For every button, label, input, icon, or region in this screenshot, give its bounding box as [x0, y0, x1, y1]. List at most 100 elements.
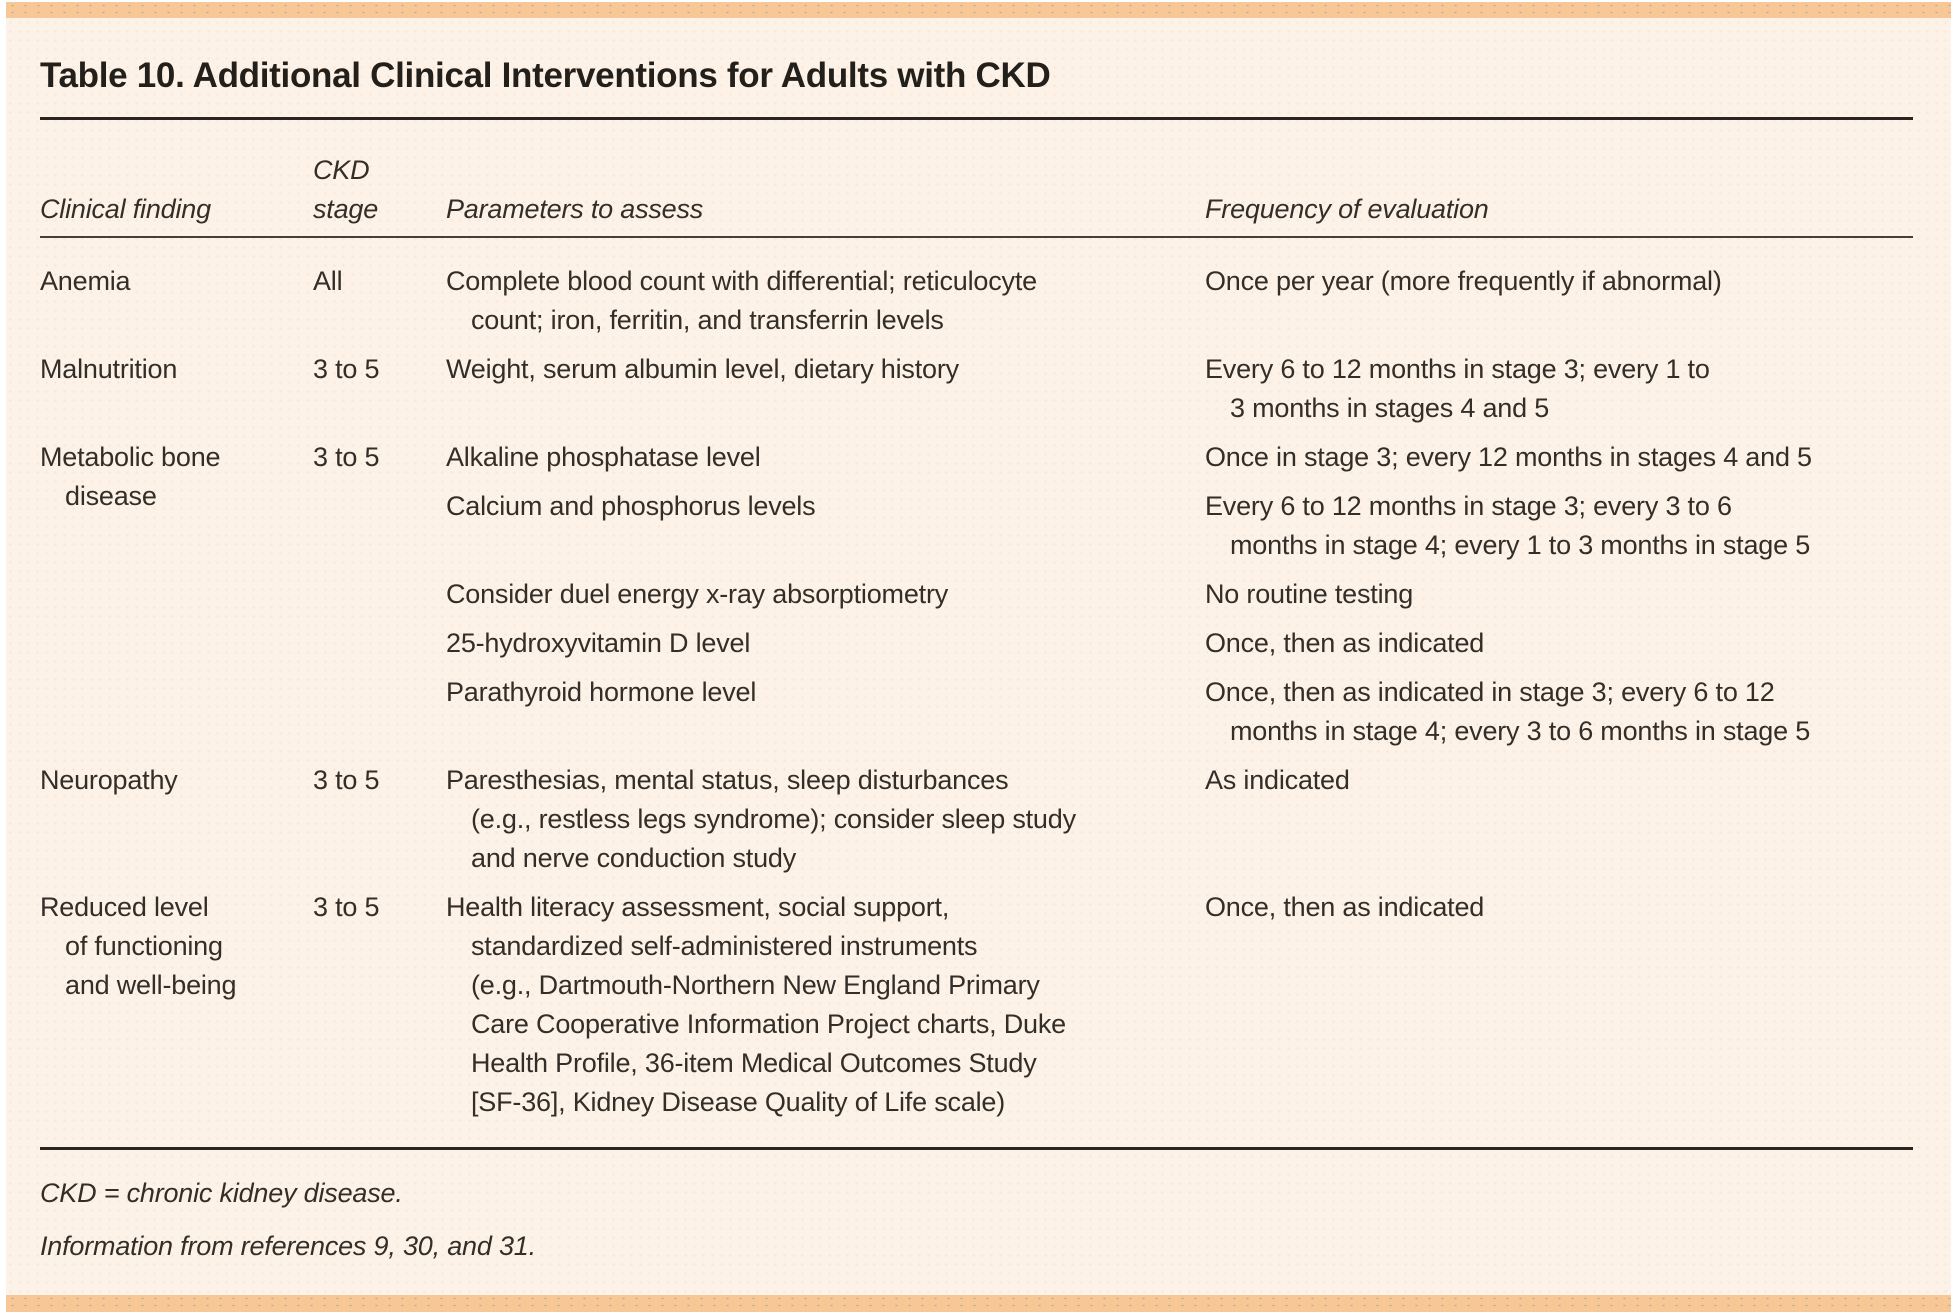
- finding-cell: Anemia: [40, 262, 313, 301]
- stage-cell: 3 to 5: [313, 761, 446, 800]
- stage-cell: 3 to 5: [313, 888, 446, 927]
- table-footnotes: CKD = chronic kidney disease. Informatio…: [40, 1173, 1913, 1266]
- freq-cell: Once, then as indicated: [1205, 888, 1913, 927]
- freq-line: No routine testing: [1205, 579, 1414, 609]
- freq-line: Once, then as indicated in stage 3; ever…: [1205, 677, 1775, 707]
- freq-line: Once per year (more frequently if abnorm…: [1205, 266, 1722, 296]
- parameter-frequency-entry: Paresthesias, mental status, sleep distu…: [446, 761, 1913, 878]
- table-row-metabolic-bone-disease: Metabolic bone disease 3 to 5 Alkaline p…: [40, 438, 1913, 751]
- column-header-label: Clinical finding: [40, 194, 211, 224]
- stage-value: 3 to 5: [313, 765, 380, 795]
- parameter-frequency-entry: Alkaline phosphatase level Once in stage…: [446, 438, 1913, 477]
- column-header-label: stage: [313, 194, 379, 224]
- freq-cell: Once in stage 3; every 12 months in stag…: [1205, 438, 1913, 477]
- table-bottom-rule: [40, 1147, 1913, 1150]
- freq-cell: Once, then as indicated in stage 3; ever…: [1205, 673, 1913, 751]
- finding-line: Reduced level: [40, 892, 209, 922]
- entries-cell: Weight, serum albumin level, dietary his…: [446, 350, 1913, 428]
- freq-line: As indicated: [1205, 765, 1350, 795]
- stage-value: 3 to 5: [313, 442, 380, 472]
- entries-cell: Health literacy assessment, social suppo…: [446, 888, 1913, 1122]
- param-line: (e.g., restless legs syndrome); consider…: [471, 804, 1076, 834]
- params-cell: Complete blood count with differential; …: [446, 262, 1205, 340]
- table-title: Table 10. Additional Clinical Interventi…: [40, 56, 1051, 95]
- entries-cell: Paresthesias, mental status, sleep distu…: [446, 761, 1913, 878]
- stage-value: 3 to 5: [313, 892, 380, 922]
- freq-line: 3 months in stages 4 and 5: [1230, 393, 1550, 423]
- param-line: Complete blood count with differential; …: [446, 266, 1037, 296]
- parameter-frequency-entry: 25-hydroxyvitamin D level Once, then as …: [446, 624, 1913, 663]
- table-panel: Table 10. Additional Clinical Interventi…: [6, 18, 1951, 1295]
- table-row-neuropathy: Neuropathy 3 to 5 Paresthesias, mental s…: [40, 761, 1913, 878]
- table-body: Anemia All Complete blood count with dif…: [40, 238, 1913, 1122]
- table-row-reduced-functioning: Reduced level of functioning and well-be…: [40, 888, 1913, 1122]
- freq-line: Once, then as indicated: [1205, 892, 1485, 922]
- freq-line: months in stage 4; every 1 to 3 months i…: [1230, 530, 1811, 560]
- param-line: Care Cooperative Information Project cha…: [471, 1009, 1066, 1039]
- finding-cell: Malnutrition: [40, 350, 313, 389]
- params-cell: Alkaline phosphatase level: [446, 438, 1205, 477]
- freq-line: Every 6 to 12 months in stage 3; every 1…: [1205, 354, 1710, 384]
- param-line: (e.g., Dartmouth-Northern New England Pr…: [471, 970, 1040, 1000]
- footnote-source: Information from references 9, 30, and 3…: [40, 1231, 536, 1261]
- params-cell: Consider duel energy x-ray absorptiometr…: [446, 575, 1205, 614]
- table-content: Table 10. Additional Clinical Interventi…: [40, 18, 1913, 1266]
- param-line: 25-hydroxyvitamin D level: [446, 628, 751, 658]
- params-cell: Parathyroid hormone level: [446, 673, 1205, 712]
- finding-line: Neuropathy: [40, 765, 178, 795]
- parameter-frequency-entry: Complete blood count with differential; …: [446, 262, 1913, 340]
- param-line: standardized self-administered instrumen…: [471, 931, 978, 961]
- stage-value: All: [313, 266, 343, 296]
- params-cell: Paresthesias, mental status, sleep distu…: [446, 761, 1205, 878]
- bottom-accent-bar: [6, 1295, 1951, 1312]
- params-cell: Calcium and phosphorus levels: [446, 487, 1205, 526]
- stage-cell: 3 to 5: [313, 350, 446, 389]
- param-line: Alkaline phosphatase level: [446, 442, 761, 472]
- param-line: count; iron, ferritin, and transferrin l…: [471, 305, 944, 335]
- freq-line: Once, then as indicated: [1205, 628, 1485, 658]
- column-header-parameters: Parameters to assess: [446, 190, 1205, 229]
- column-header-label: CKD: [313, 155, 370, 185]
- table-header-row: Clinical finding CKD stage Parameters to…: [40, 151, 1913, 229]
- freq-cell: Every 6 to 12 months in stage 3; every 1…: [1205, 350, 1913, 428]
- stage-cell: All: [313, 262, 446, 301]
- param-line: Health Profile, 36-item Medical Outcomes…: [471, 1048, 1037, 1078]
- finding-cell: Neuropathy: [40, 761, 313, 800]
- param-line: Parathyroid hormone level: [446, 677, 757, 707]
- column-header-ckd-stage: CKD stage: [313, 151, 446, 229]
- footnote-abbreviation: CKD = chronic kidney disease.: [40, 1178, 403, 1208]
- finding-line: of functioning: [65, 931, 223, 961]
- params-cell: Health literacy assessment, social suppo…: [446, 888, 1205, 1122]
- column-header-clinical-finding: Clinical finding: [40, 190, 313, 229]
- column-header-label: Parameters to assess: [446, 194, 704, 224]
- finding-cell: Metabolic bone disease: [40, 438, 313, 516]
- parameter-frequency-entry: Health literacy assessment, social suppo…: [446, 888, 1913, 1122]
- parameter-frequency-entry: Parathyroid hormone level Once, then as …: [446, 673, 1913, 751]
- freq-cell: Every 6 to 12 months in stage 3; every 3…: [1205, 487, 1913, 565]
- freq-cell: Once, then as indicated: [1205, 624, 1913, 663]
- param-line: Weight, serum albumin level, dietary his…: [446, 354, 959, 384]
- title-rule: [40, 117, 1913, 120]
- param-line: Paresthesias, mental status, sleep distu…: [446, 765, 1009, 795]
- finding-line: Malnutrition: [40, 354, 178, 384]
- finding-line: Anemia: [40, 266, 131, 296]
- param-line: Consider duel energy x-ray absorptiometr…: [446, 579, 949, 609]
- table-row-malnutrition: Malnutrition 3 to 5 Weight, serum albumi…: [40, 350, 1913, 428]
- entries-cell: Complete blood count with differential; …: [446, 262, 1913, 340]
- entries-cell: Alkaline phosphatase level Once in stage…: [446, 438, 1913, 751]
- finding-line: Metabolic bone: [40, 442, 221, 472]
- param-line: Calcium and phosphorus levels: [446, 491, 816, 521]
- parameter-frequency-entry: Weight, serum albumin level, dietary his…: [446, 350, 1913, 428]
- stage-value: 3 to 5: [313, 354, 380, 384]
- header-rule: [40, 236, 1913, 238]
- freq-cell: Once per year (more frequently if abnorm…: [1205, 262, 1913, 301]
- freq-line: months in stage 4; every 3 to 6 months i…: [1230, 716, 1811, 746]
- parameter-frequency-entry: Calcium and phosphorus levels Every 6 to…: [446, 487, 1913, 565]
- freq-cell: No routine testing: [1205, 575, 1913, 614]
- column-header-frequency: Frequency of evaluation: [1205, 190, 1913, 229]
- finding-cell: Reduced level of functioning and well-be…: [40, 888, 313, 1005]
- finding-line: disease: [65, 481, 157, 511]
- params-cell: 25-hydroxyvitamin D level: [446, 624, 1205, 663]
- finding-line: and well-being: [65, 970, 237, 1000]
